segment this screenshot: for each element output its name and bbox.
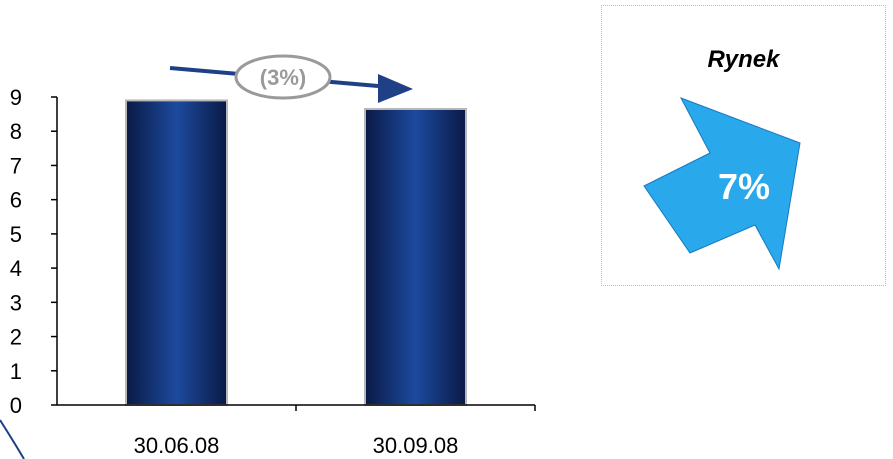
x-tick-label: 30.06.08 bbox=[134, 433, 220, 458]
x-axis-labels: 30.06.08 30.09.08 bbox=[134, 405, 536, 458]
change-label-oval bbox=[234, 54, 332, 100]
x-tick-label: 30.09.08 bbox=[373, 433, 459, 458]
change-label: (3%) bbox=[260, 65, 306, 90]
y-tick-label: 2 bbox=[10, 325, 22, 350]
y-tick-label: 7 bbox=[10, 153, 22, 178]
y-tick-label: 1 bbox=[10, 359, 22, 384]
bar-series bbox=[125, 99, 467, 407]
y-tick-label: 6 bbox=[10, 188, 22, 213]
y-axis-ticks: 0 1 2 3 4 5 6 7 8 9 bbox=[10, 85, 57, 418]
change-callout: (3%) bbox=[169, 54, 413, 103]
bar bbox=[364, 107, 467, 406]
bar bbox=[125, 99, 228, 407]
panel-value: 7% bbox=[717, 166, 771, 207]
y-tick-label: 4 bbox=[10, 256, 22, 281]
corner-arc-decoration bbox=[0, 419, 25, 459]
y-tick-label: 8 bbox=[10, 119, 22, 144]
y-tick-label: 5 bbox=[10, 222, 22, 247]
up-right-arrow-icon bbox=[643, 97, 801, 271]
market-panel: Rynek 7% bbox=[601, 5, 886, 286]
panel-title: Rynek bbox=[707, 46, 780, 73]
y-tick-label: 0 bbox=[10, 393, 22, 418]
y-tick-label: 9 bbox=[10, 85, 22, 110]
change-arrow-head-icon bbox=[378, 74, 413, 103]
y-tick-label: 3 bbox=[10, 290, 22, 315]
